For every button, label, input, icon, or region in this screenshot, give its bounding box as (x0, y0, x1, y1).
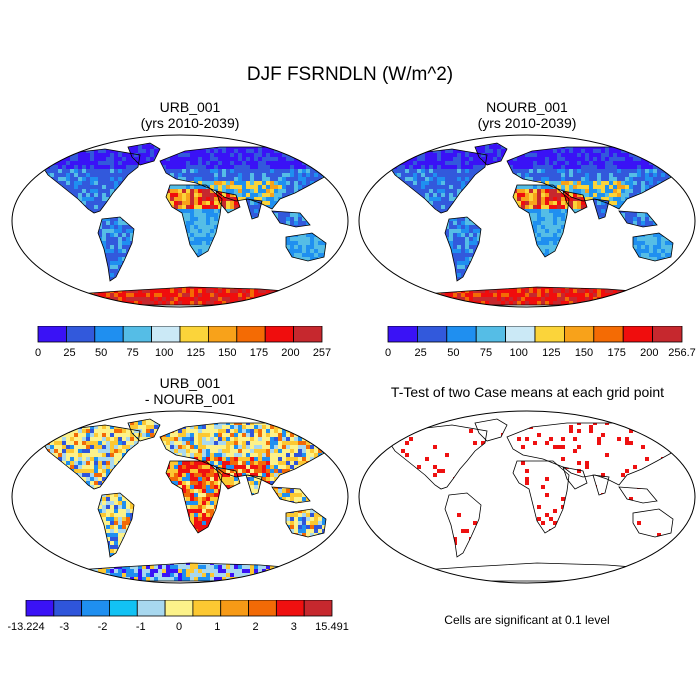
land-samerica (357, 409, 697, 585)
panel1-title-line2: (yrs 2010-2039) (20, 115, 360, 131)
colorbar-label: 25 (415, 347, 427, 359)
colorbar-label: -13.224 (8, 621, 45, 633)
colorbar-label: 100 (155, 347, 173, 359)
colorbar-label: 0 (385, 347, 391, 359)
colorbar-label: 200 (640, 347, 658, 359)
colorbar-box (447, 326, 476, 342)
colorbar-label: 0 (176, 621, 182, 633)
colorbar-urb: 0 25 50 75 100 125 150 175 200 257 (20, 326, 340, 360)
colorbar-label: 100 (509, 347, 527, 359)
panel3-title: URB_001 - NOURB_001 (20, 375, 360, 407)
colorbar-label: -3 (59, 621, 69, 633)
colorbar-box (66, 326, 94, 342)
colorbar-box (476, 326, 505, 342)
colorbar-box (237, 326, 265, 342)
colorbar-box (594, 326, 623, 342)
colorbar-box (249, 600, 277, 616)
colorbar-box (653, 326, 682, 342)
colorbar-box (165, 600, 193, 616)
colorbar-box (95, 326, 123, 342)
panel1-title: URB_001 (yrs 2010-2039) (20, 99, 360, 131)
colorbar-box (26, 600, 54, 616)
map-urb (10, 133, 350, 309)
land-australia (357, 409, 697, 585)
colorbar-box (221, 600, 249, 616)
colorbar-box (82, 600, 110, 616)
panel2-title-line1: NOURB_001 (357, 99, 697, 115)
colorbar-box (137, 600, 165, 616)
panel2-title: NOURB_001 (yrs 2010-2039) (357, 99, 697, 131)
panel3-title-line1: URB_001 (20, 375, 360, 391)
panel2-title-line2: (yrs 2010-2039) (357, 115, 697, 131)
colorbar-label: 1 (214, 621, 220, 633)
colorbar-label: 200 (281, 347, 299, 359)
colorbar-label: 256.7 (668, 347, 696, 359)
land-arabia (357, 409, 697, 585)
colorbar-box (276, 600, 304, 616)
land-seasia (357, 409, 697, 585)
colorbar-label: 150 (575, 347, 593, 359)
colorbar-label: 125 (542, 347, 560, 359)
main-title: DJF FSRNDLN (W/m^2) (0, 64, 700, 86)
colorbar-label: 125 (187, 347, 205, 359)
colorbar-label: 175 (607, 347, 625, 359)
colorbar-box (294, 326, 322, 342)
land-africa (357, 409, 697, 585)
map-difference (10, 409, 350, 585)
land-namerica (357, 409, 697, 585)
colorbar-label: -2 (98, 621, 108, 633)
land-india (357, 409, 697, 585)
colorbar-box (180, 326, 208, 342)
colorbar-label: 50 (447, 347, 459, 359)
colorbar-box (193, 600, 221, 616)
colorbar-label: 75 (480, 347, 492, 359)
colorbar-label: 50 (95, 347, 107, 359)
map-frame (359, 411, 695, 583)
colorbar-label: 15.491 (315, 621, 349, 633)
colorbar-box (388, 326, 417, 342)
land-eurasia (357, 409, 697, 585)
significance-note: Cells are significant at 0.1 level (357, 613, 697, 627)
colorbar-nourb: 0 25 50 75 100 125 150 175 200 256.7 (370, 326, 700, 360)
colorbar-box (152, 326, 180, 342)
colorbar-box (564, 326, 593, 342)
colorbar-label: 257 (313, 347, 331, 359)
panel3-title-line2: - NOURB_001 (20, 391, 360, 407)
colorbar-label: 175 (250, 347, 268, 359)
colorbar-box (123, 326, 151, 342)
colorbar-label: 0 (35, 347, 41, 359)
colorbar-box (109, 600, 137, 616)
colorbar-box (417, 326, 446, 342)
colorbar-box (208, 326, 236, 342)
colorbar-box (54, 600, 82, 616)
colorbar-box (506, 326, 535, 342)
colorbar-label: 150 (218, 347, 236, 359)
colorbar-label: 75 (127, 347, 139, 359)
colorbar-label: 25 (63, 347, 75, 359)
colorbar-label: 3 (291, 621, 297, 633)
map-nourb (357, 133, 697, 309)
panel4-title: T-Test of two Case means at each grid po… (355, 384, 700, 400)
colorbar-label: 2 (252, 621, 258, 633)
panel1-title-line1: URB_001 (20, 99, 360, 115)
colorbar-box (265, 326, 293, 342)
colorbar-box (304, 600, 332, 616)
colorbar-difference: -13.224 -3 -2 -1 0 1 2 3 15.491 (8, 600, 350, 634)
land-greenland (357, 409, 697, 585)
colorbar-label: -1 (136, 621, 146, 633)
colorbar-box (535, 326, 564, 342)
colorbar-box (38, 326, 66, 342)
colorbar-box (623, 326, 652, 342)
map-ttest (357, 409, 697, 585)
